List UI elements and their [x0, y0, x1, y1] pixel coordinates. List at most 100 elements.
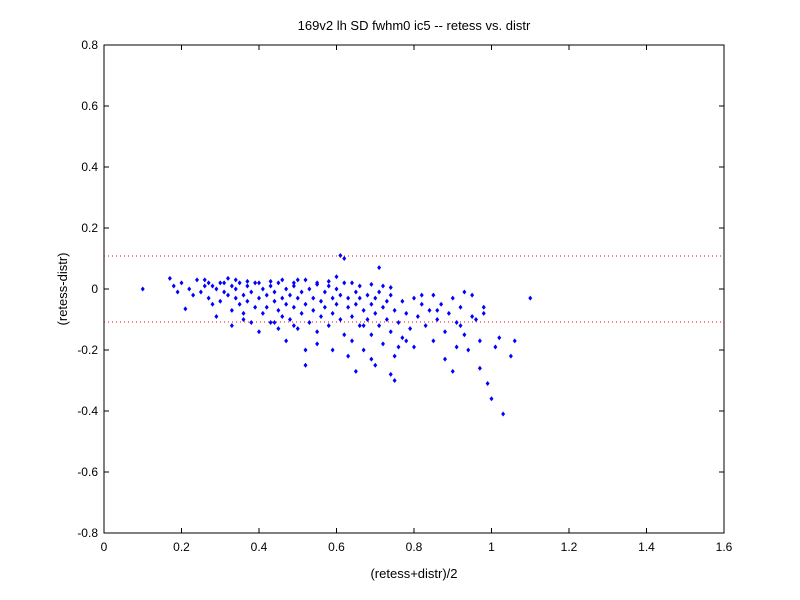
scatter-point: [346, 353, 351, 359]
scatter-point: [284, 286, 289, 292]
scatter-point: [481, 304, 486, 310]
chart-title: 169v2 lh SD fwhm0 ic5 -- retess vs. dist…: [298, 18, 531, 33]
scatter-point: [353, 368, 358, 374]
scatter-point: [423, 323, 428, 329]
x-tick-label: 1.4: [638, 540, 655, 554]
scatter-point: [303, 347, 308, 353]
scatter-point: [462, 289, 467, 295]
scatter-point: [392, 307, 397, 313]
scatter-point: [396, 344, 401, 350]
scatter-point: [361, 323, 366, 329]
scatter-point: [381, 304, 385, 310]
x-tick-label: 0.4: [251, 540, 268, 554]
x-tick-label: 1.2: [561, 540, 578, 554]
scatter-point: [183, 306, 188, 312]
scatter-point: [303, 362, 308, 368]
scatter-point: [338, 292, 343, 298]
y-tick-label: -0.2: [77, 343, 98, 357]
x-tick-label: 0.8: [406, 540, 423, 554]
scatter-point: [350, 280, 354, 286]
scatter-point: [412, 344, 416, 350]
scatter-point: [404, 310, 409, 316]
y-tick-label: -0.8: [77, 526, 98, 540]
scatter-point: [268, 320, 273, 326]
scatter-point: [218, 280, 223, 286]
scatter-point: [272, 298, 277, 304]
scatter-point: [381, 341, 385, 347]
scatter-point: [381, 283, 385, 289]
scatter-point: [330, 295, 335, 301]
scatter-point: [493, 344, 498, 350]
scatter-point: [295, 326, 300, 332]
scatter-point: [307, 286, 312, 292]
scatter-point: [229, 283, 234, 289]
y-tick-label: 0.6: [81, 99, 98, 113]
scatter-point: [272, 289, 277, 295]
scatter-point: [346, 304, 351, 310]
scatter-point: [326, 283, 331, 289]
scatter-point: [253, 304, 258, 310]
scatter-point: [458, 304, 463, 310]
scatter-point: [497, 335, 502, 341]
x-axis-ticks: 0 0.2 0.4 0.6 0.8 1 1.2 1.4 1.6: [101, 45, 733, 554]
scatter-point: [264, 292, 269, 298]
scatter-point: [470, 292, 475, 298]
scatter-point: [384, 298, 389, 304]
scatter-point: [346, 295, 351, 301]
scatter-point: [435, 307, 440, 313]
y-tick-label: 0.2: [81, 221, 98, 235]
scatter-point: [334, 274, 339, 280]
scatter-point: [338, 317, 343, 322]
plot-area: [103, 44, 725, 534]
data-points: [140, 252, 533, 417]
scatter-point: [377, 265, 382, 271]
scatter-point: [443, 329, 447, 335]
scatter-point: [481, 310, 486, 316]
scatter-point: [202, 277, 207, 283]
scatter-point: [233, 277, 238, 283]
scatter-point: [462, 332, 467, 338]
scatter-point: [388, 284, 393, 290]
scatter-point: [260, 286, 265, 292]
scatter-point: [229, 323, 234, 329]
scatter-point: [350, 338, 354, 344]
scatter-point: [253, 280, 258, 286]
scatter-point: [272, 320, 277, 326]
scatter-point: [288, 317, 292, 322]
scatter-point: [257, 295, 261, 301]
scatter-point: [365, 292, 370, 298]
y-tick-label: 0.4: [81, 160, 98, 174]
x-tick-label: 1: [488, 540, 495, 554]
scatter-point: [237, 280, 242, 286]
scatter-point: [450, 368, 455, 374]
scatter-point: [388, 371, 393, 377]
scatter-point: [280, 277, 285, 283]
scatter-point: [214, 313, 219, 319]
scatter-point: [257, 329, 261, 335]
scatter-point: [245, 278, 250, 284]
x-tick-label: 1.6: [716, 540, 733, 554]
x-tick-label: 0.6: [328, 540, 345, 554]
x-tick-label: 0: [101, 540, 108, 554]
scatter-point: [233, 295, 238, 301]
scatter-point: [454, 344, 459, 350]
scatter-point: [241, 310, 246, 316]
scatter-point: [396, 320, 401, 326]
scatter-point: [326, 278, 331, 284]
scatter-point: [257, 280, 261, 286]
scatter-point: [330, 347, 335, 353]
scatter-point: [237, 301, 242, 307]
scatter-point: [315, 281, 320, 287]
scatter-point: [276, 280, 281, 286]
scatter-point: [295, 277, 300, 283]
scatter-point: [249, 320, 254, 326]
scatter-point: [291, 304, 296, 310]
scatter-point: [191, 292, 196, 298]
scatter-point: [508, 353, 513, 359]
scatter-point: [218, 298, 223, 304]
scatter-point: [322, 304, 327, 310]
scatter-point: [357, 283, 362, 289]
scatter-point: [171, 283, 176, 289]
scatter-point: [315, 341, 320, 347]
scatter-point: [458, 323, 463, 329]
